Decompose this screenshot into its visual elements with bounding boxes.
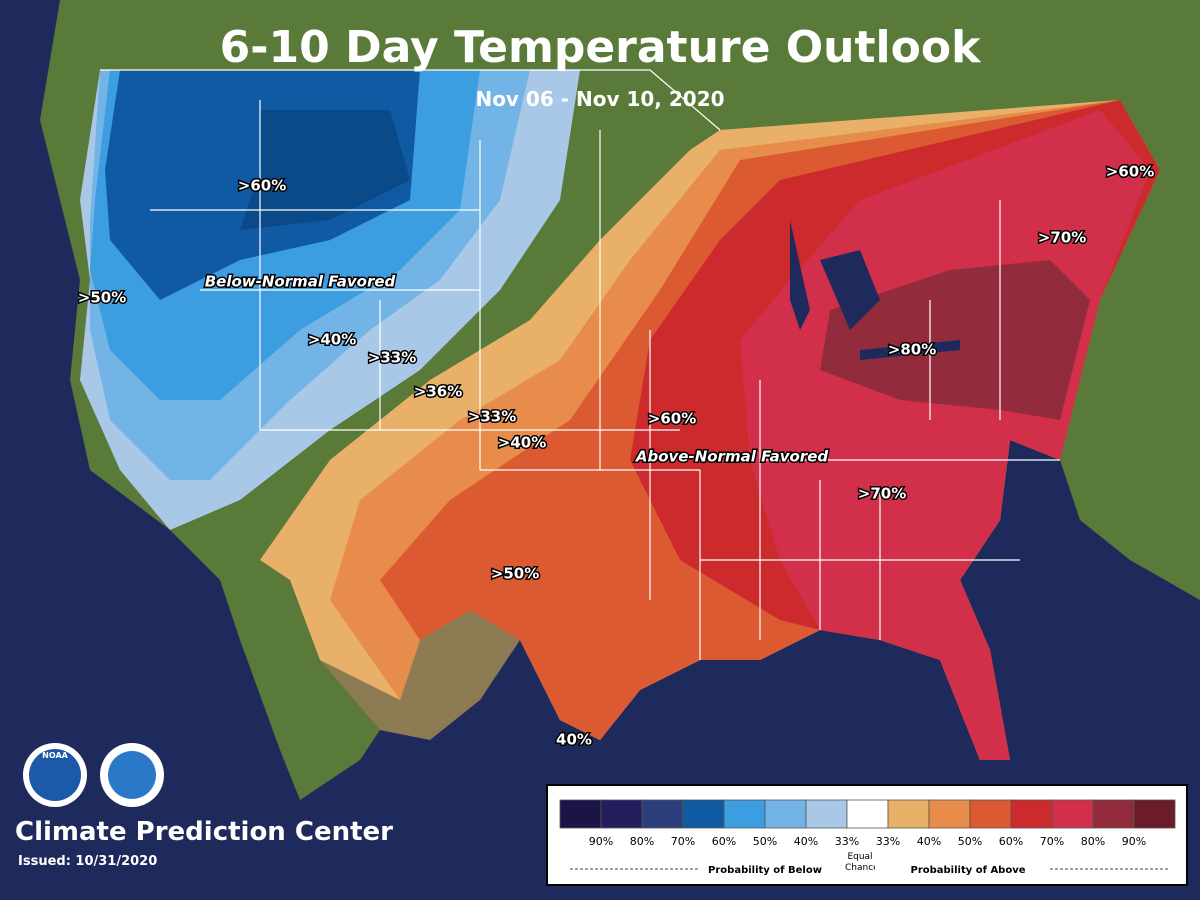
legend-label: 70% <box>1040 835 1064 848</box>
map-labels: >60% Below-Normal Favored >50% >40% >33% >36%… <box>76 161 1155 750</box>
region-below-70 <box>240 110 410 230</box>
region-label: >60% <box>1106 163 1154 181</box>
legend-swatch <box>764 799 807 829</box>
legend-swatch <box>887 799 930 829</box>
legend-swatch <box>1092 799 1135 829</box>
legend: 90% 80% 70% 60% 50% 40% 33% 33% 40% 50% 60% 70% 80% 9… <box>559 799 1176 848</box>
region-label: >60% <box>238 177 286 195</box>
legend-swatch <box>969 799 1012 829</box>
region-label: >33% <box>468 408 516 426</box>
legend-swatch <box>1133 799 1176 829</box>
legend-swatch <box>928 799 971 829</box>
region-label: 40% <box>556 731 592 749</box>
region-label: >70% <box>1038 229 1086 247</box>
legend-label: 33% <box>835 835 859 848</box>
region-caption: Above-Normal Favored <box>635 448 829 466</box>
great-lakes <box>790 220 960 360</box>
region-label: >70% <box>858 485 906 503</box>
legend-equal-wrap: Equal Chances <box>845 852 875 873</box>
legend-equal: Equal Chances <box>845 852 875 873</box>
noaa-logo-text: NOAA <box>42 751 68 760</box>
legend-below: Probability of Below <box>708 865 822 876</box>
legend-label: 80% <box>630 835 654 848</box>
region-label: >80% <box>888 341 936 359</box>
legend-label: 90% <box>1122 835 1146 848</box>
title: 6-10 Day Temperature Outlook <box>220 22 982 73</box>
region-label: >36% <box>414 383 462 401</box>
legend-above: Probability of Above <box>910 865 1025 876</box>
region-label: >50% <box>78 289 126 307</box>
region-label: >40% <box>498 434 546 452</box>
legend-swatch <box>1010 799 1053 829</box>
legend-swatch <box>723 799 766 829</box>
issued-date: Issued: 10/31/2020 <box>18 854 157 869</box>
outlook-regions <box>80 70 1160 760</box>
noaa-logo-inner <box>29 749 81 801</box>
subtitle: Nov 06 - Nov 10, 2020 <box>475 87 724 111</box>
region-label: >50% <box>491 565 539 583</box>
legend-label: 60% <box>712 835 736 848</box>
legend-swatch <box>559 799 602 829</box>
region-caption: Below-Normal Favored <box>205 273 396 291</box>
legend-swatch <box>641 799 684 829</box>
legend-swatch <box>805 799 848 829</box>
legend-swatch <box>846 799 889 829</box>
legend-label: 80% <box>1081 835 1105 848</box>
region-above-80 <box>820 260 1090 420</box>
legend-swatch <box>1051 799 1094 829</box>
nws-logo-inner <box>108 751 156 799</box>
legend-label: 40% <box>917 835 941 848</box>
region-label: >40% <box>308 331 356 349</box>
legend-label: 90% <box>589 835 613 848</box>
region-label: >33% <box>368 349 416 367</box>
state-borders <box>100 69 1060 660</box>
legend-label: 50% <box>753 835 777 848</box>
legend-label: 60% <box>999 835 1023 848</box>
region-label: >60% <box>648 410 696 428</box>
legend-label: 70% <box>671 835 695 848</box>
organization: Climate Prediction Center <box>15 817 393 847</box>
legend-swatch <box>600 799 643 829</box>
legend-label: 33% <box>876 835 900 848</box>
legend-swatch <box>682 799 725 829</box>
legend-label: 40% <box>794 835 818 848</box>
legend-label: 50% <box>958 835 982 848</box>
